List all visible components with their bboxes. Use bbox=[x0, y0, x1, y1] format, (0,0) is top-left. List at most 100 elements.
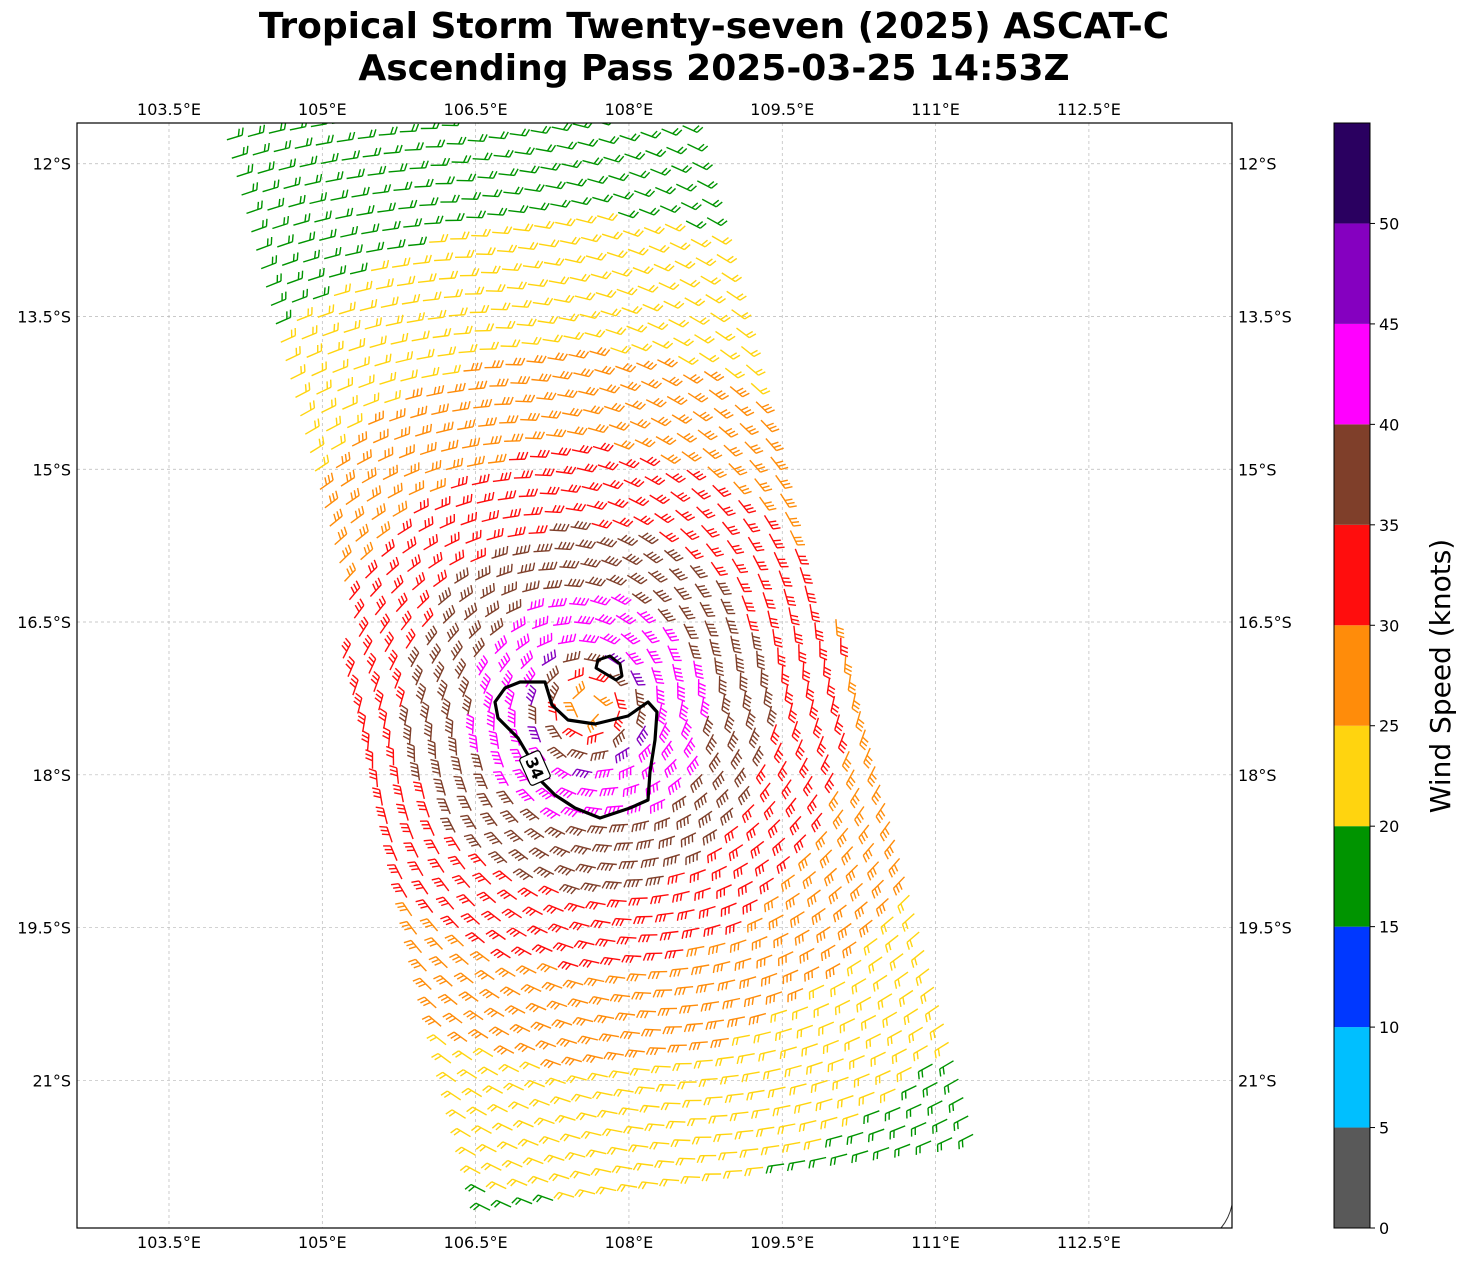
wind-barb bbox=[605, 327, 627, 336]
wind-barb bbox=[407, 646, 420, 668]
wind-barb bbox=[859, 729, 869, 751]
wind-barb bbox=[401, 293, 421, 305]
wind-barb bbox=[395, 686, 405, 708]
wind-barb bbox=[270, 291, 287, 307]
wind-barb bbox=[278, 158, 297, 171]
wind-barb bbox=[515, 965, 537, 975]
wind-barb bbox=[746, 1089, 765, 1101]
wind-barb bbox=[520, 984, 542, 994]
wind-barb bbox=[572, 123, 593, 129]
wind-barb bbox=[469, 1202, 491, 1211]
wind-barb bbox=[591, 519, 613, 529]
colorbar-tick-label: 25 bbox=[1379, 717, 1399, 736]
wind-barb bbox=[547, 923, 569, 933]
wind-barb bbox=[731, 309, 752, 320]
wind-barb bbox=[566, 748, 588, 760]
wind-barb bbox=[407, 861, 424, 877]
wind-barb bbox=[734, 1129, 754, 1140]
wind-barb bbox=[639, 456, 661, 467]
wind-barb bbox=[370, 671, 381, 693]
wind-barb bbox=[839, 1018, 856, 1034]
wind-barb bbox=[476, 891, 497, 904]
wind-barb bbox=[675, 1157, 696, 1166]
wind-barb bbox=[231, 145, 249, 159]
wind-barb bbox=[622, 783, 640, 798]
wind-barb bbox=[770, 1009, 788, 1023]
wind-barb bbox=[449, 549, 465, 566]
wind-barb bbox=[522, 1157, 544, 1166]
wind-barb bbox=[319, 472, 334, 490]
wind-barb bbox=[541, 981, 563, 992]
wind-barb bbox=[389, 408, 406, 422]
wind-barb bbox=[799, 757, 809, 779]
wind-barb bbox=[767, 819, 781, 839]
lon-tick-label-bottom: 106.5°E bbox=[444, 1233, 508, 1252]
wind-barb bbox=[429, 233, 449, 243]
wind-barb bbox=[639, 1104, 660, 1113]
wind-barb bbox=[777, 647, 786, 667]
wind-barb bbox=[447, 382, 466, 394]
wind-barb bbox=[731, 558, 749, 574]
wind-barb bbox=[802, 871, 817, 890]
wind-barb bbox=[758, 1049, 776, 1062]
wind-barb bbox=[348, 580, 361, 601]
wind-barb bbox=[472, 152, 493, 161]
wind-barb bbox=[321, 397, 337, 414]
wind-barb bbox=[375, 278, 394, 290]
wind-barb bbox=[374, 595, 387, 616]
wind-barb bbox=[435, 1071, 457, 1083]
wind-barb bbox=[906, 931, 920, 950]
wind-barb bbox=[431, 403, 450, 416]
wind-barb bbox=[638, 532, 659, 545]
wind-barb bbox=[551, 123, 573, 132]
wind-barb bbox=[553, 1191, 575, 1200]
wind-barb bbox=[443, 836, 461, 852]
wind-barb bbox=[299, 155, 318, 168]
wind-barb bbox=[315, 134, 334, 146]
wind-barb bbox=[669, 967, 689, 978]
wind-barb bbox=[645, 397, 667, 408]
wind-barb bbox=[332, 358, 349, 374]
wind-barb bbox=[731, 1034, 750, 1046]
wind-barb bbox=[475, 565, 491, 581]
wind-barb bbox=[542, 904, 564, 914]
wind-barb bbox=[459, 1165, 481, 1175]
wind-barb bbox=[867, 766, 877, 787]
wind-barb bbox=[693, 1059, 713, 1069]
wind-barb bbox=[415, 899, 434, 914]
wind-barb bbox=[477, 170, 498, 179]
wind-barb bbox=[319, 228, 337, 241]
wind-barb bbox=[819, 849, 833, 869]
wind-barb bbox=[789, 815, 802, 836]
wind-barb bbox=[889, 953, 904, 971]
wind-barb bbox=[416, 348, 435, 360]
colorbar-segment bbox=[1334, 323, 1370, 425]
axis-ticks: 103.5°E 103.5°E 105°E 105°E 106.5°E 106.5°E 10… bbox=[17, 100, 1292, 1252]
wind-barb bbox=[745, 709, 756, 731]
wind-barb bbox=[798, 852, 812, 872]
wind-barb bbox=[445, 212, 465, 222]
wind-barb bbox=[275, 309, 292, 325]
wind-barb bbox=[828, 791, 839, 812]
colorbar-frame bbox=[1333, 122, 1371, 1229]
wind-barb bbox=[844, 1036, 860, 1052]
wind-barb bbox=[408, 236, 428, 247]
wind-barb bbox=[582, 157, 604, 166]
wind-barb bbox=[562, 650, 581, 663]
wind-barb bbox=[630, 670, 646, 686]
wind-barb bbox=[799, 567, 813, 584]
wind-barb bbox=[443, 288, 464, 299]
wind-barb bbox=[754, 859, 770, 877]
wind-barb bbox=[806, 794, 818, 815]
wind-barb bbox=[311, 361, 327, 377]
wind-barb bbox=[736, 1053, 755, 1065]
wind-barb bbox=[345, 244, 363, 257]
wind-barb bbox=[494, 396, 514, 406]
wind-barb bbox=[718, 675, 727, 696]
wind-barb bbox=[723, 444, 743, 457]
wind-barb bbox=[363, 392, 380, 407]
wind-barb bbox=[729, 386, 750, 398]
wind-barb bbox=[385, 314, 404, 327]
wind-barb bbox=[614, 692, 627, 710]
wind-barb bbox=[652, 989, 673, 998]
